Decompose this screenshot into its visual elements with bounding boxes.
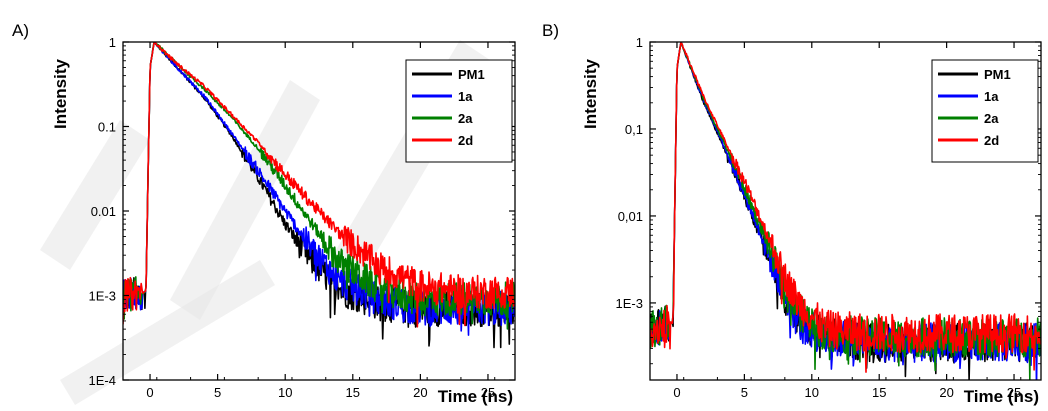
- x-tick-label: 0: [146, 385, 153, 400]
- y-tick-label: 0.1: [98, 120, 116, 135]
- x-tick-label: 10: [278, 385, 292, 400]
- y-tick-label: 1: [636, 35, 643, 50]
- x-tick-label: 20: [939, 385, 953, 400]
- x-tick-label: 25: [481, 385, 495, 400]
- legend-box: [405, 59, 513, 163]
- legend-label-1a: 1a: [458, 89, 473, 104]
- chart-panel-a: 0 5 10 15 20 25 1 0.1 0.01 1E-3 1E-4 Time (ns) Inten…: [12, 21, 516, 406]
- watermark-stroke: [60, 260, 275, 405]
- x-tick-label: 15: [872, 385, 886, 400]
- legend-label-2a: 2a: [458, 111, 473, 126]
- y-axis-title: Intensity: [51, 59, 70, 129]
- legend: PM1 1a 2a 2d: [405, 59, 513, 163]
- plot-area: [650, 42, 1041, 380]
- legend-label-2d: 2d: [458, 133, 473, 148]
- x-tick-label: 25: [1007, 385, 1021, 400]
- y-tick-label: 0,01: [618, 209, 643, 224]
- legend-box: [931, 59, 1039, 163]
- plot-frame: [649, 41, 1042, 381]
- y-tick-label: 1E-3: [616, 296, 643, 311]
- legend-label-pm1: PM1: [984, 67, 1011, 82]
- series-line-1a: [650, 42, 1041, 380]
- legend: PM1 1a 2a 2d: [931, 59, 1039, 163]
- chart-panel-b: 0 5 10 15 20 25 1 0,1 0,01 1E-3 Time (ns) Intensity…: [542, 21, 1042, 406]
- series-line-2d: [123, 42, 515, 328]
- x-tick-label: 15: [346, 385, 360, 400]
- legend-label-2a: 2a: [984, 111, 999, 126]
- panel-label: B): [542, 21, 559, 40]
- y-tick-label: 0,1: [625, 122, 643, 137]
- series-line-2d: [650, 42, 1041, 373]
- legend-label-2d: 2d: [984, 133, 999, 148]
- y-tick-label: 1E-3: [89, 289, 116, 304]
- y-tick-label: 1E-4: [89, 373, 116, 388]
- series-line-1a: [123, 42, 515, 336]
- legend-label-1a: 1a: [984, 89, 999, 104]
- x-axis-title: Time (ns): [438, 387, 513, 406]
- x-tick-label: 10: [805, 385, 819, 400]
- x-tick-label: 20: [413, 385, 427, 400]
- x-axis-title: Time (ns): [964, 387, 1039, 406]
- legend-label-pm1: PM1: [458, 67, 485, 82]
- watermark-stroke: [170, 80, 320, 320]
- panel-label: A): [12, 21, 29, 40]
- x-tick-label: 5: [741, 385, 748, 400]
- y-tick-label: 0.01: [91, 204, 116, 219]
- x-tick-label: 5: [214, 385, 221, 400]
- y-tick-label: 1: [109, 35, 116, 50]
- x-tick-label: 0: [673, 385, 680, 400]
- watermark-stroke: [40, 120, 150, 270]
- plot-area: [123, 42, 515, 349]
- y-axis-title: Intensity: [581, 59, 600, 129]
